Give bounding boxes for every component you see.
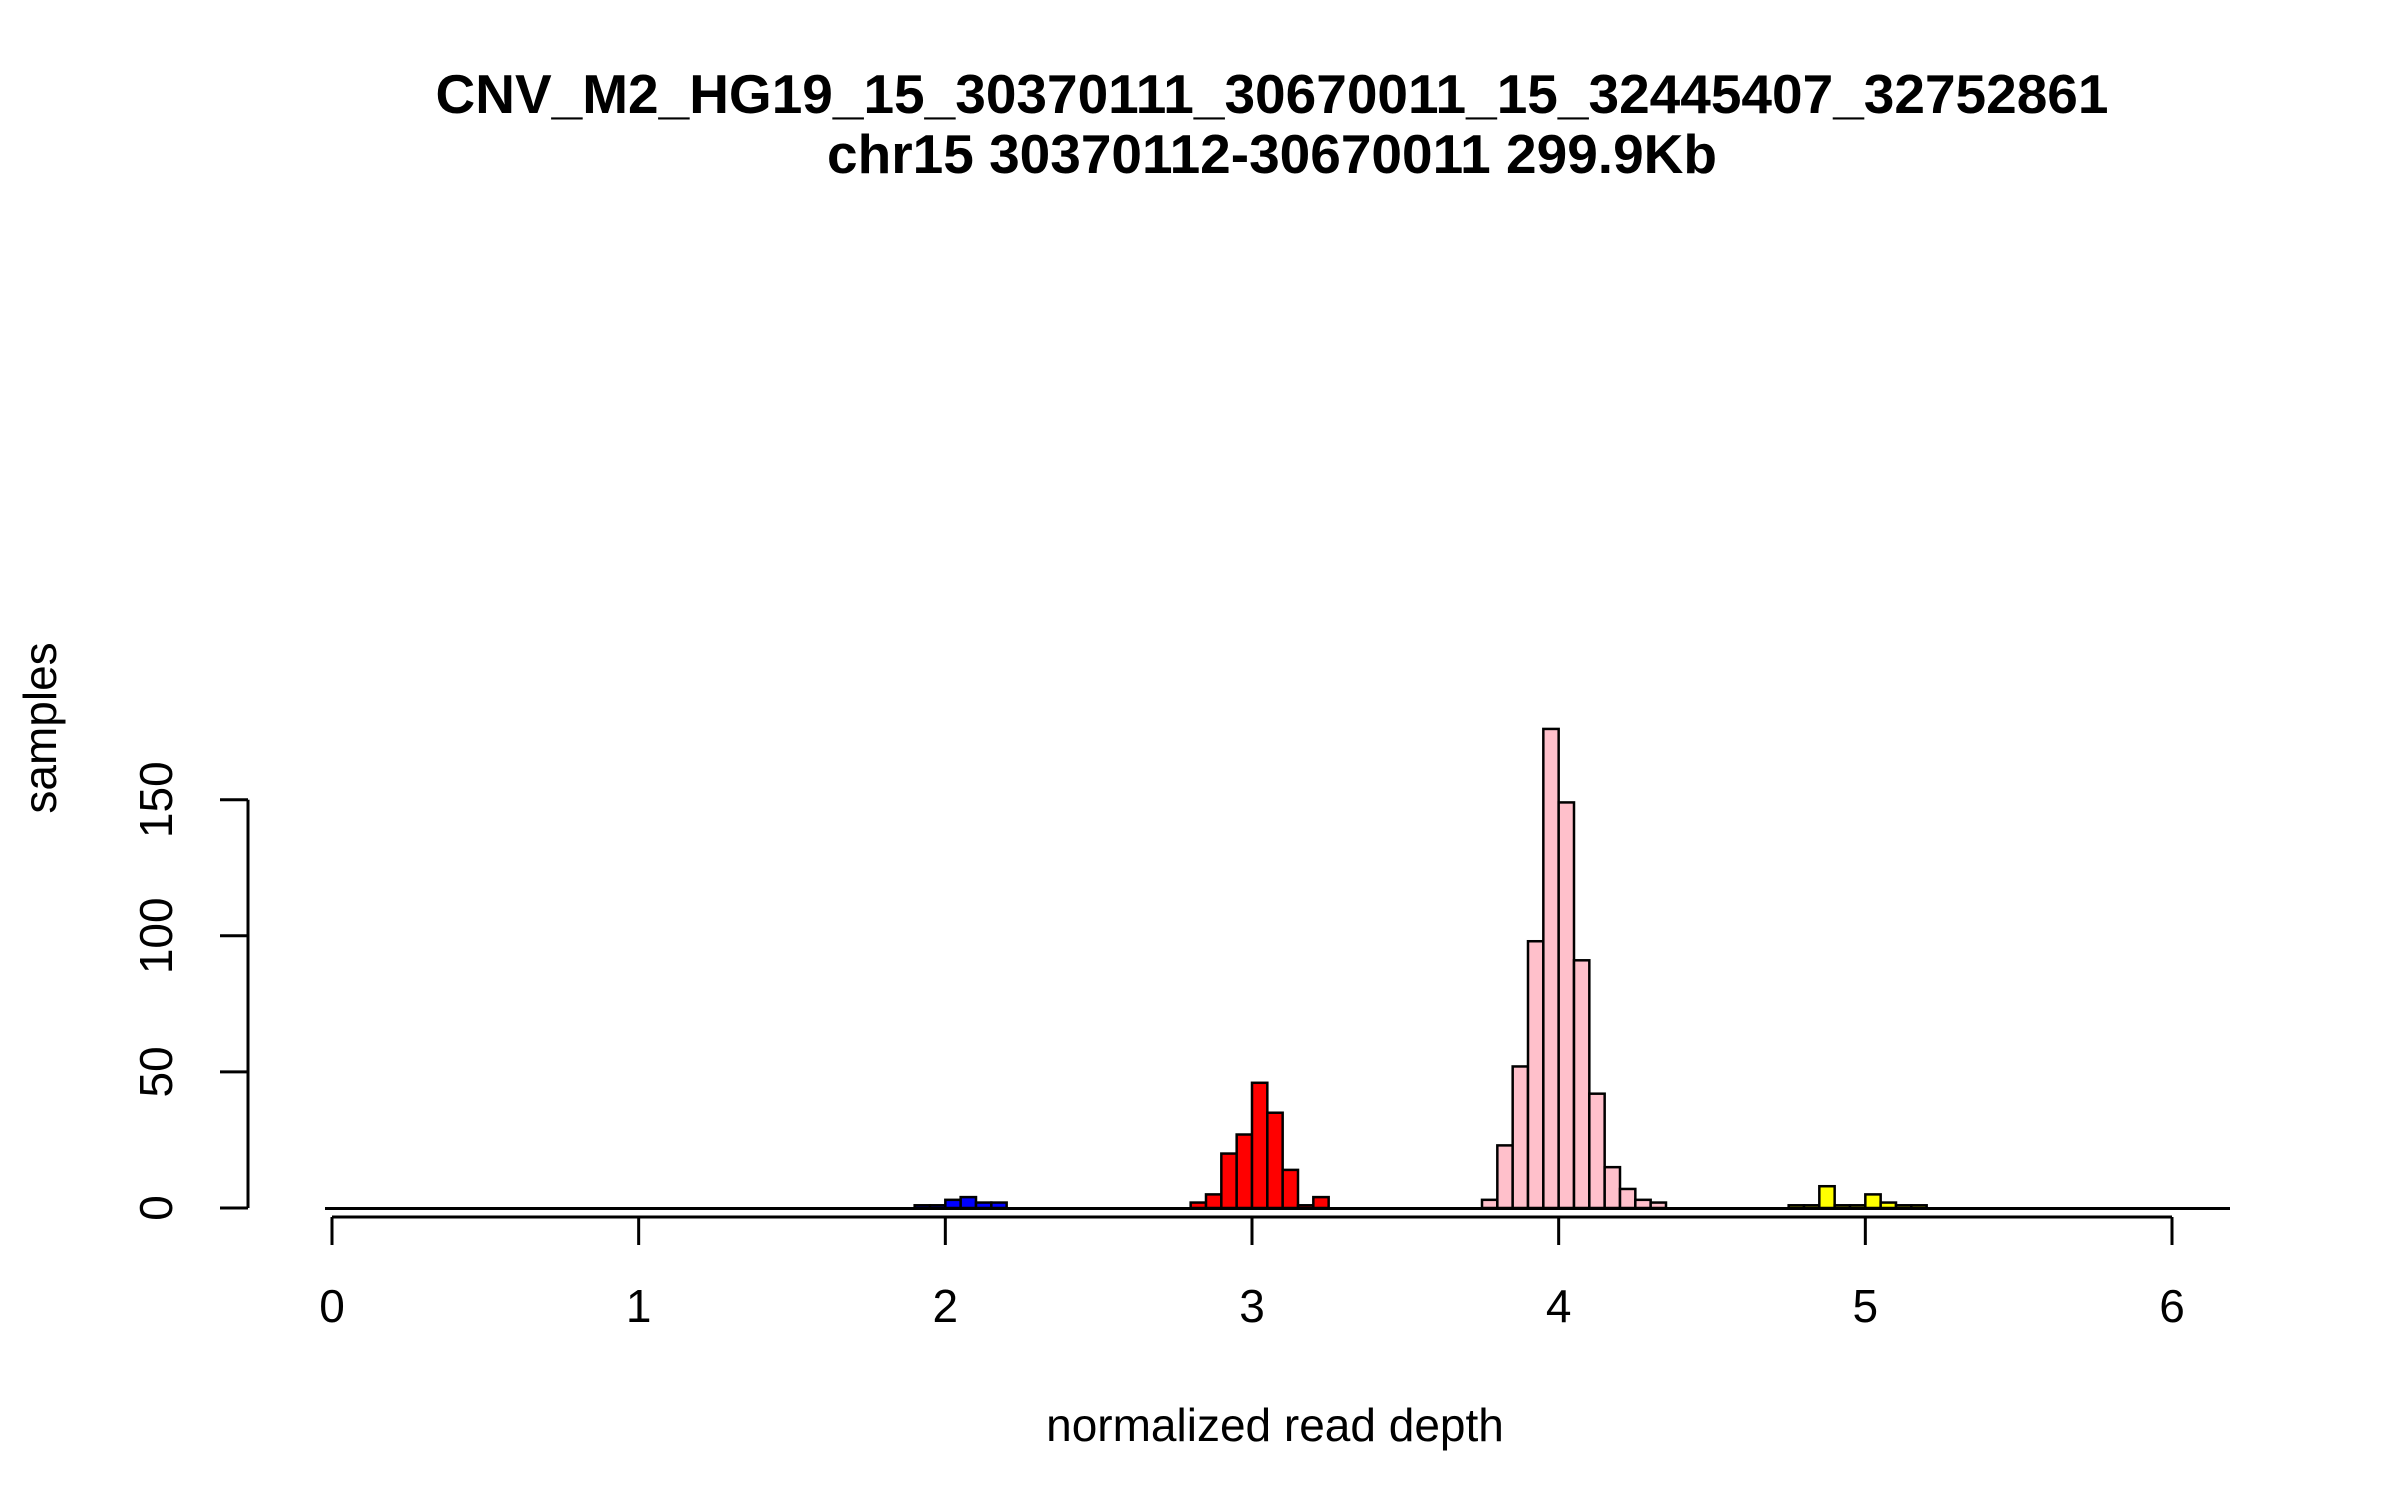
chart-title: CNV_M2_HG19_15_30370111_30670011_15_3244… xyxy=(436,63,2109,125)
histogram-bar xyxy=(1496,1144,1514,1210)
x-axis: 0 1 2 3 4 5 6 xyxy=(319,1215,2185,1332)
histogram-bar xyxy=(1511,1065,1530,1210)
histogram-bar xyxy=(1312,1195,1330,1210)
histogram-bar xyxy=(944,1198,962,1210)
x-tick-label: 4 xyxy=(1546,1280,1572,1332)
x-tick-label: 2 xyxy=(933,1280,959,1332)
x-axis-label: normalized read depth xyxy=(1046,1399,1504,1451)
histogram-bar xyxy=(1526,939,1545,1210)
histogram-bar xyxy=(1603,1165,1622,1210)
histogram-bar xyxy=(1557,801,1576,1210)
histogram-bar xyxy=(1864,1193,1882,1210)
histogram-bar xyxy=(1572,959,1591,1210)
histogram-bar xyxy=(1235,1133,1254,1210)
histogram-bar xyxy=(1266,1111,1284,1210)
x-tick-label: 5 xyxy=(1853,1280,1879,1332)
histogram-bar xyxy=(1220,1152,1238,1210)
y-tick-label: 50 xyxy=(130,1046,182,1097)
histogram-bar xyxy=(1618,1187,1637,1210)
histogram-bar xyxy=(1281,1168,1300,1210)
histogram-bar xyxy=(1250,1081,1269,1210)
histogram-bar xyxy=(959,1195,978,1210)
histogram-bars xyxy=(913,727,1928,1210)
y-axis-label: samples xyxy=(14,642,66,813)
histogram-bar xyxy=(1588,1092,1606,1210)
histogram-bar xyxy=(1818,1184,1836,1210)
y-tick-label: 100 xyxy=(130,897,182,974)
x-tick-label: 6 xyxy=(2159,1280,2185,1332)
chart-subtitle: chr15 30370112-30670011 299.9Kb xyxy=(827,123,1717,185)
x-tick-label: 1 xyxy=(626,1280,652,1332)
histogram-bar xyxy=(1542,727,1560,1210)
y-tick-label: 150 xyxy=(130,761,182,838)
histogram-bar xyxy=(1480,1198,1499,1210)
histogram-bar xyxy=(1204,1193,1223,1210)
y-axis: 0 50 100 150 xyxy=(130,761,250,1221)
y-tick-label: 0 xyxy=(130,1195,182,1221)
x-tick-label: 3 xyxy=(1239,1280,1265,1332)
histogram-bar xyxy=(1634,1198,1652,1210)
x-tick-label: 0 xyxy=(319,1280,345,1332)
